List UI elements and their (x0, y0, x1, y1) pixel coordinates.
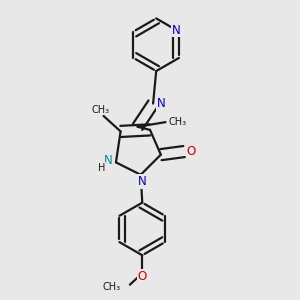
Text: N: N (172, 23, 180, 37)
Text: N: N (138, 175, 147, 188)
Text: O: O (138, 270, 147, 283)
Text: N: N (157, 97, 165, 110)
Text: CH₃: CH₃ (103, 282, 121, 292)
Text: CH₃: CH₃ (92, 105, 110, 115)
Text: H: H (98, 163, 105, 173)
Text: N: N (104, 154, 112, 167)
Text: CH₃: CH₃ (168, 117, 186, 127)
Text: O: O (186, 145, 196, 158)
